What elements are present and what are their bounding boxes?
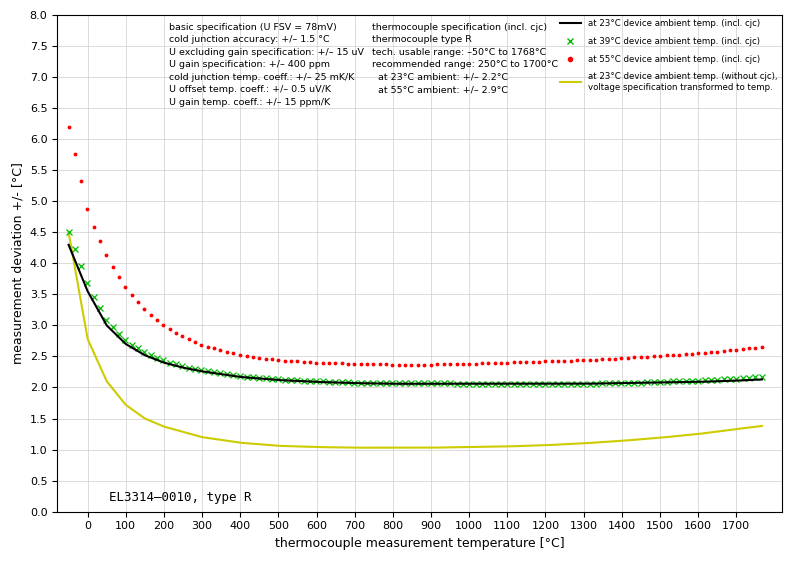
Legend: at 23°C device ambient temp. (incl. cjc), at 39°C device ambient temp. (incl. cj: at 23°C device ambient temp. (incl. cjc)…	[560, 20, 778, 91]
X-axis label: thermocouple measurement temperature [°C]: thermocouple measurement temperature [°C…	[274, 537, 565, 550]
Y-axis label: measurement deviation +/- [°C]: measurement deviation +/- [°C]	[11, 163, 24, 364]
Text: EL3314–0010, type R: EL3314–0010, type R	[109, 491, 251, 504]
Text: thermocouple specification (incl. cjc)
thermocouple type R
tech. usable range: –: thermocouple specification (incl. cjc) t…	[373, 22, 558, 94]
Text: basic specification (U FSV = 78mV)
cold junction accuracy: +/– 1.5 °C
U excludin: basic specification (U FSV = 78mV) cold …	[170, 22, 365, 107]
